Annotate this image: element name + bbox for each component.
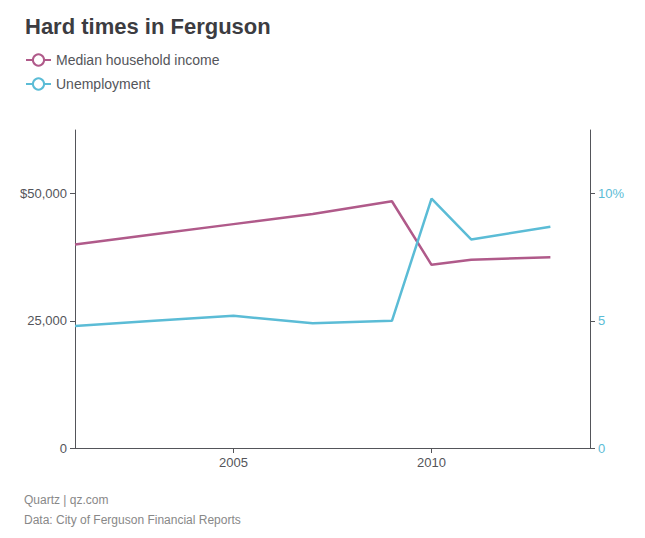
svg-text:0: 0: [60, 441, 67, 456]
svg-text:0: 0: [598, 441, 605, 456]
svg-text:Hard times in Ferguson: Hard times in Ferguson: [25, 14, 271, 39]
svg-text:$50,000: $50,000: [20, 186, 67, 201]
svg-text:Unemployment: Unemployment: [56, 76, 150, 92]
svg-text:Data: City of Ferguson Financi: Data: City of Ferguson Financial Reports: [24, 513, 241, 527]
svg-text:10%: 10%: [598, 186, 624, 201]
svg-text:5: 5: [598, 313, 605, 328]
svg-text:2005: 2005: [219, 455, 248, 470]
svg-text:Median household income: Median household income: [56, 52, 220, 68]
svg-text:Quartz | qz.com: Quartz | qz.com: [24, 493, 108, 507]
svg-text:25,000: 25,000: [27, 313, 67, 328]
svg-text:2010: 2010: [417, 455, 446, 470]
